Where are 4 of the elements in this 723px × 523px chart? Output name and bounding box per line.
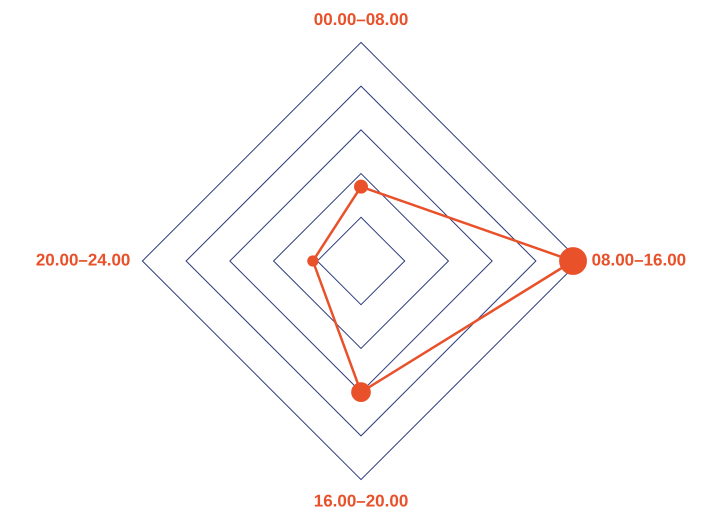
spoke-label: 20.00–24.00 (36, 250, 130, 270)
spoke-label: 08.00–16.00 (592, 250, 686, 270)
spoke-label: 00.00–08.00 (314, 10, 408, 29)
spoke-label: 16.00–20.00 (314, 491, 408, 510)
